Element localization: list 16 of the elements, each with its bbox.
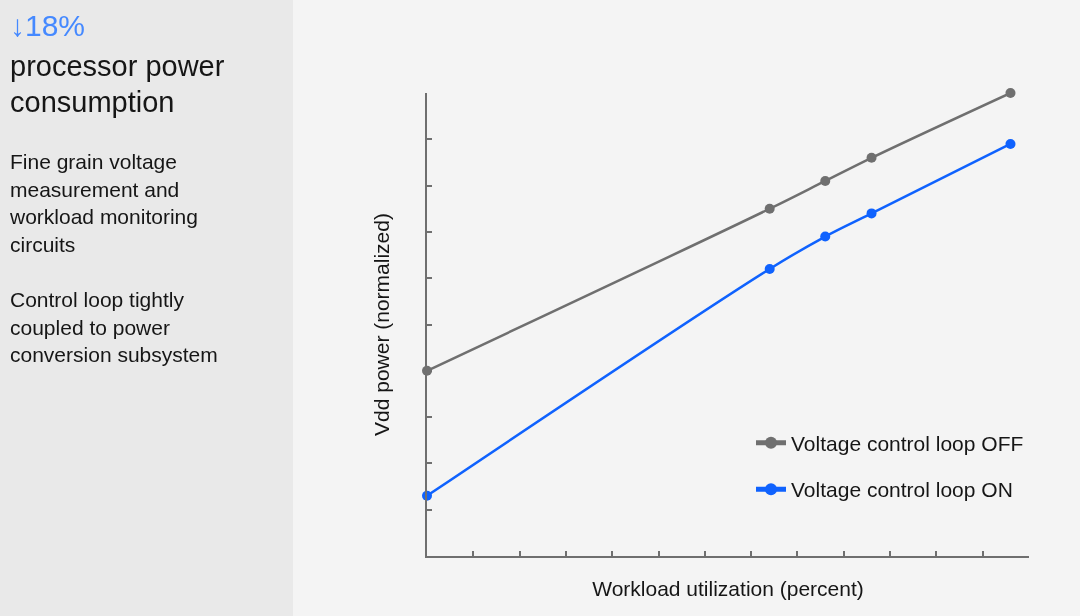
point: [1005, 88, 1016, 98]
text: Control loop tightly coupled to power conversion subsystem: [10, 287, 219, 368]
point: [820, 231, 831, 242]
point: [1005, 138, 1016, 149]
legend-label: Voltage control loop OFF: [791, 432, 1024, 456]
text: ↓18%: [10, 8, 86, 44]
point: [866, 152, 877, 163]
point: [764, 203, 775, 214]
point: [764, 263, 775, 274]
point: [820, 175, 831, 186]
point: [866, 208, 877, 219]
text: processor power consumption: [10, 49, 226, 120]
legend-label: Voltage control loop ON: [791, 478, 1013, 502]
y-axis-title: Vdd power (normalized): [369, 213, 393, 436]
text: Fine grain voltage measurement and workload monitoring circuits: [10, 149, 199, 258]
x-axis-title: Workload utilization (percent): [592, 576, 864, 600]
